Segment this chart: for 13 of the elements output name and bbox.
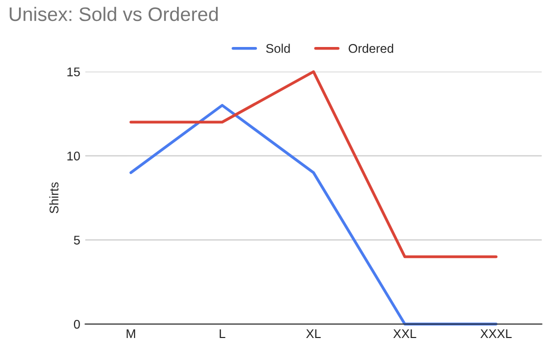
x-tick-label: M (126, 329, 136, 338)
x-tick-label: XXL (393, 329, 416, 338)
y-tick-label: 15 (67, 68, 80, 76)
legend-label: Sold (266, 44, 290, 53)
y-tick-label: 5 (74, 236, 80, 245)
x-tick-label: XXXL (480, 329, 512, 338)
chart-title: Unisex: Sold vs Ordered (10, 6, 218, 22)
legend-label: Ordered (348, 44, 394, 53)
y-tick-label: 10 (67, 152, 80, 160)
y-axis-title: Shirts (49, 182, 58, 214)
x-tick-label: XL (306, 329, 321, 338)
y-tick-label: 0 (74, 320, 80, 329)
x-tick-label: L (220, 329, 226, 338)
